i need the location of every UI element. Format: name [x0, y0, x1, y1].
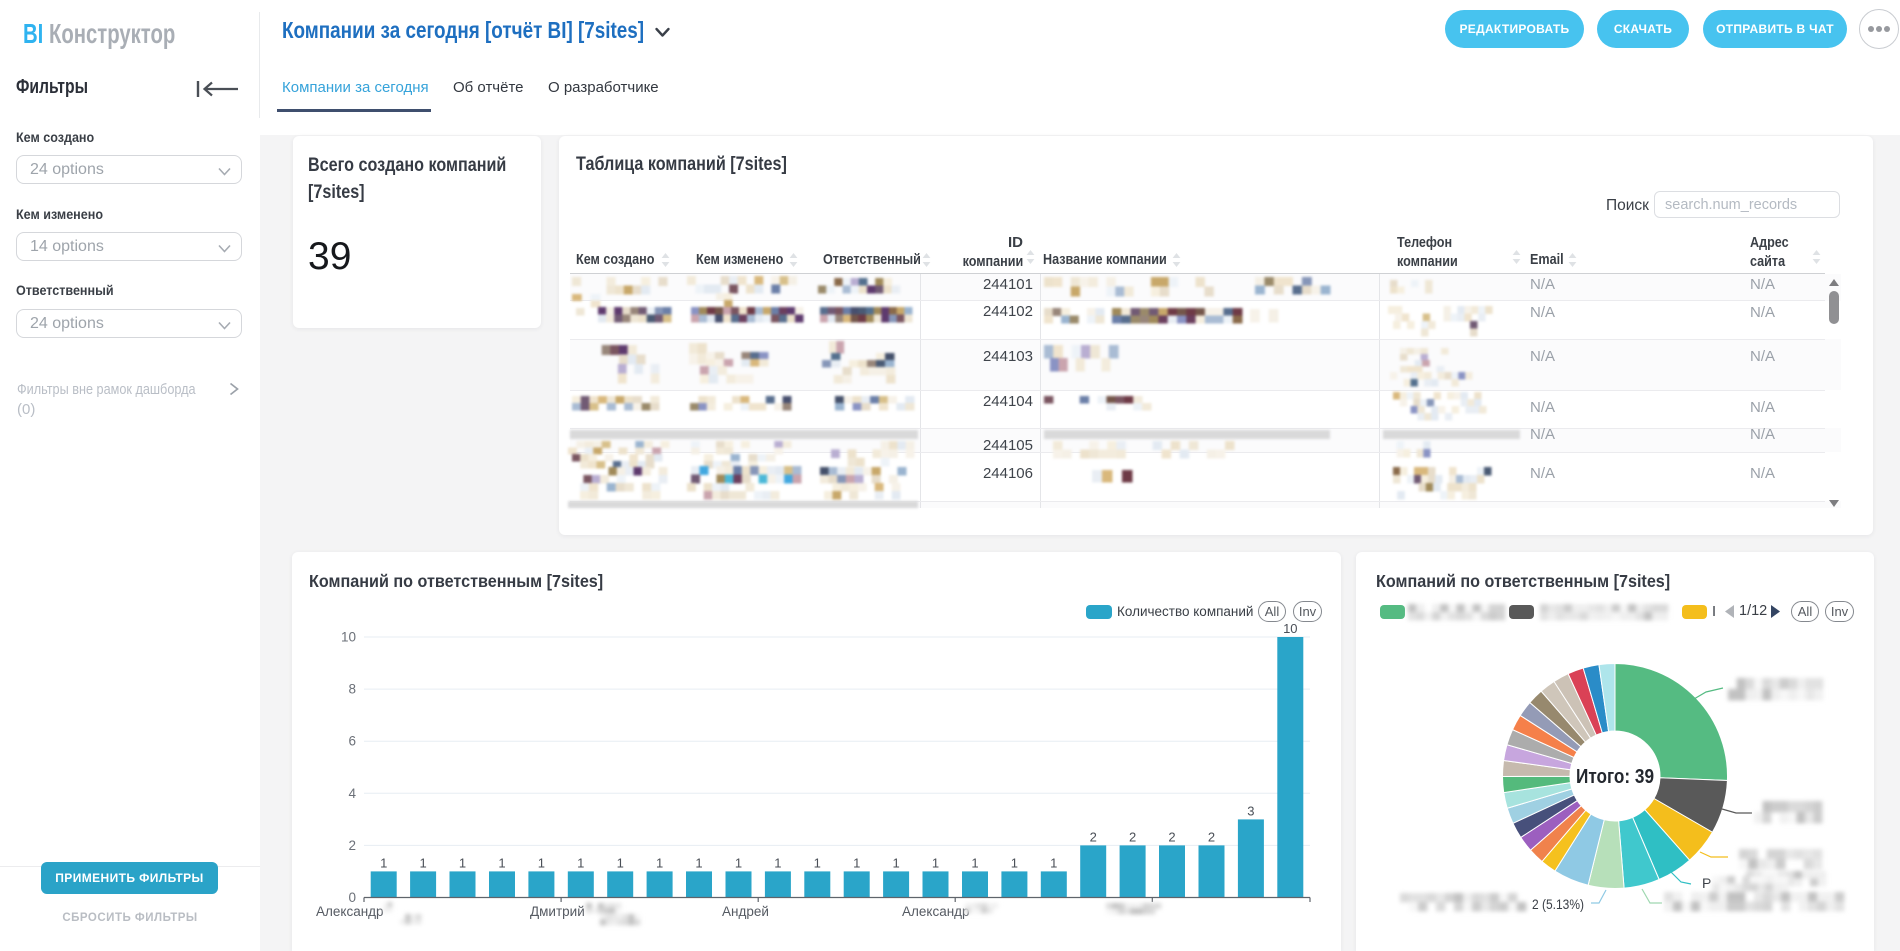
- svg-text:1: 1: [617, 855, 624, 870]
- svg-text:2: 2: [1208, 829, 1215, 844]
- svg-text:Александр: Александр: [902, 904, 970, 919]
- svg-text:1: 1: [774, 855, 781, 870]
- svg-text:Дмитрий: Дмитрий: [530, 904, 585, 919]
- svg-text:1: 1: [971, 855, 978, 870]
- svg-text:1: 1: [380, 855, 387, 870]
- svg-text:1: 1: [932, 855, 939, 870]
- svg-text:1: 1: [577, 855, 584, 870]
- svg-text:Александр: Александр: [316, 904, 384, 919]
- svg-text:2: 2: [348, 838, 356, 853]
- svg-text:0: 0: [348, 890, 356, 905]
- svg-text:Р: Р: [1702, 875, 1711, 891]
- svg-text:1: 1: [656, 855, 663, 870]
- svg-text:1: 1: [459, 855, 466, 870]
- svg-text:2: 2: [1168, 829, 1175, 844]
- svg-text:1: 1: [853, 855, 860, 870]
- svg-text:2: 2: [1129, 829, 1136, 844]
- svg-text:1: 1: [538, 855, 545, 870]
- svg-text:8: 8: [348, 682, 356, 697]
- svg-text:1: 1: [1011, 855, 1018, 870]
- svg-text:1: 1: [1050, 855, 1057, 870]
- svg-text:10: 10: [1283, 621, 1297, 636]
- svg-text:1: 1: [498, 855, 505, 870]
- svg-text:Андрей: Андрей: [722, 904, 769, 919]
- svg-text:2 (5.13%): 2 (5.13%): [1532, 896, 1584, 912]
- svg-text:1: 1: [814, 855, 821, 870]
- svg-text:6: 6: [348, 734, 356, 749]
- svg-text:2: 2: [1090, 829, 1097, 844]
- svg-text:10: 10: [341, 630, 356, 645]
- svg-text:1: 1: [735, 855, 742, 870]
- svg-text:1: 1: [892, 855, 899, 870]
- svg-text:3: 3: [1247, 803, 1254, 818]
- svg-text:1: 1: [419, 855, 426, 870]
- svg-text:4: 4: [348, 786, 356, 801]
- svg-text:Итого: 39: Итого: 39: [1576, 766, 1654, 788]
- svg-text:1: 1: [695, 855, 702, 870]
